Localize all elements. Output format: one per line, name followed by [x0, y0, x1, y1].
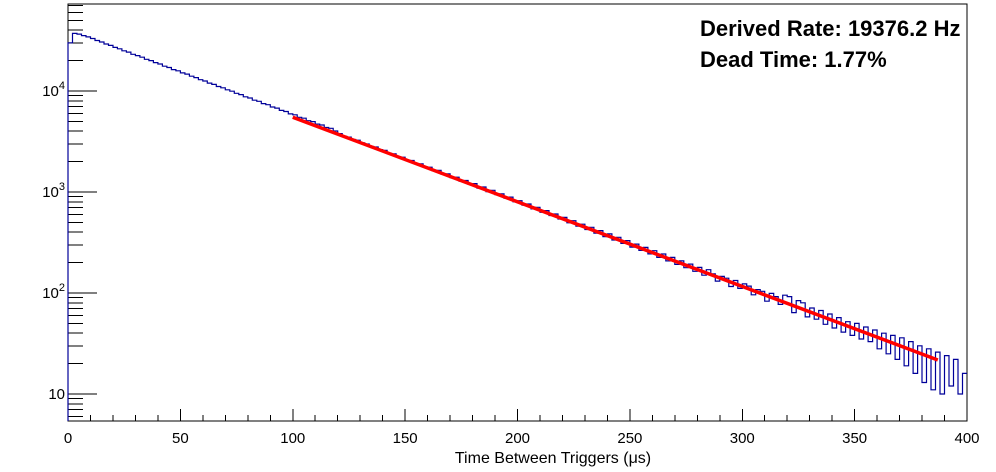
x-tick-label: 350 [842, 430, 867, 447]
y-tick-label: 102 [42, 282, 65, 302]
histogram-series [67, 32, 967, 421]
derived-rate-label: Derived Rate: 19376.2 Hz [700, 16, 960, 41]
y-tick-label: 103 [42, 181, 65, 201]
x-tick-label: 100 [280, 430, 305, 447]
y-tick-label: 104 [42, 80, 65, 100]
x-tick-label: 0 [64, 430, 72, 447]
dead-time-label: Dead Time: 1.77% [700, 47, 887, 72]
fit-line [292, 115, 939, 362]
y-tick-label: 10 [48, 386, 65, 403]
x-tick-label: 200 [505, 430, 530, 447]
x-tick-label: 150 [393, 430, 418, 447]
x-tick-label: 50 [172, 430, 189, 447]
series-layer [67, 32, 967, 421]
x-tick-label: 300 [730, 430, 755, 447]
x-tick-label: 400 [954, 430, 979, 447]
x-axis-title: Time Between Triggers (μs) [455, 450, 651, 467]
x-tick-label: 250 [617, 430, 642, 447]
axes-layer: 0 50 100 150 200 250 300 350 400 10 102 103 104 [42, 3, 980, 447]
